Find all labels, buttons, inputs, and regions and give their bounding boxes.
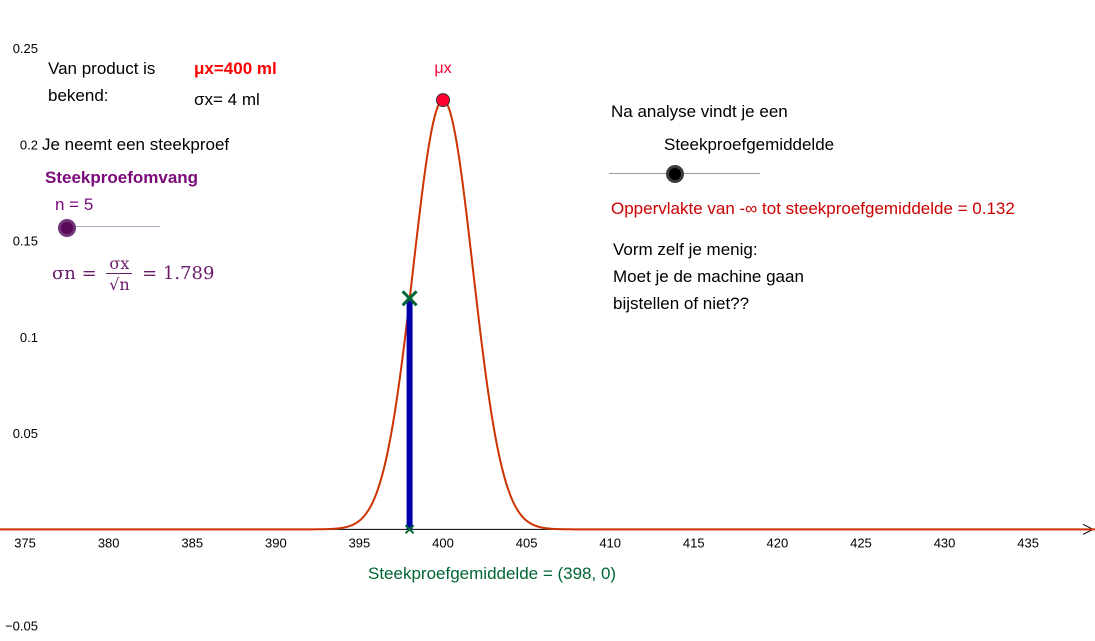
x-tick-label: 430: [934, 535, 956, 550]
peak-label: μx: [434, 60, 451, 77]
info-line1: Van product is: [48, 59, 156, 78]
sample-intro: Je neemt een steekproef: [42, 135, 230, 154]
y-tick-label: 0.2: [20, 137, 38, 152]
x-tick-label: 395: [349, 535, 371, 550]
x-tick-label: 380: [98, 535, 120, 550]
x-tick-label: 435: [1017, 535, 1039, 550]
x-tick-label: 415: [683, 535, 705, 550]
formula-numerator: σx: [106, 254, 133, 274]
sigma-value: σx= 4 ml: [194, 90, 260, 109]
formula-lhs: σn =: [52, 263, 97, 284]
question-line3: bijstellen of niet??: [613, 294, 750, 313]
n-slider-track[interactable]: [64, 226, 160, 227]
y-tick-label: −0.05: [5, 619, 38, 634]
x-tick-label: 400: [432, 535, 454, 550]
peak-point: [436, 93, 451, 108]
axis-point-marker: [404, 524, 415, 535]
y-tick-label: 0.15: [13, 234, 38, 249]
sample-mean-slider-label: Steekproefgemiddelde: [664, 135, 835, 154]
formula-denominator: √n: [109, 275, 130, 294]
y-tick-label: 0.25: [13, 41, 38, 56]
analysis-text: Na analyse vindt je een: [611, 102, 788, 121]
x-tick-label: 405: [516, 535, 538, 550]
x-tick-label: 390: [265, 535, 287, 550]
x-tick-label: 410: [599, 535, 621, 550]
question-line2: Moet je de machine gaan: [613, 267, 804, 286]
formula-rhs: = 1.789: [142, 263, 215, 284]
mu-value: μx=400 ml: [194, 59, 277, 78]
x-tick-label: 425: [850, 535, 872, 550]
sample-mean-slider-track[interactable]: [609, 173, 760, 174]
question-line1: Vorm zelf je menig:: [613, 240, 758, 259]
y-tick-label: 0.05: [13, 426, 38, 441]
sigma-n-formula: σn = σx √n = 1.789: [52, 254, 214, 294]
x-tick-label: 375: [14, 535, 36, 550]
x-tick-label: 385: [181, 535, 203, 550]
normal-curve: [0, 99, 1095, 531]
y-tick-label: 0.1: [20, 330, 38, 345]
sample-mean-point-label: Steekproefgemiddelde = (398, 0): [368, 564, 617, 583]
sample-mean-slider-knob[interactable]: [666, 165, 684, 183]
x-tick-label: 420: [767, 535, 789, 550]
info-line2: bekend:: [48, 86, 109, 105]
n-slider-knob[interactable]: [58, 219, 76, 237]
curve-point-marker: [401, 290, 418, 307]
formula-fraction: σx √n: [106, 254, 133, 294]
sample-size-label: Steekproefomvang: [45, 168, 199, 187]
n-value-label: n = 5: [55, 195, 94, 214]
area-result: Oppervlakte van -∞ tot steekproefgemidde…: [611, 199, 1015, 218]
